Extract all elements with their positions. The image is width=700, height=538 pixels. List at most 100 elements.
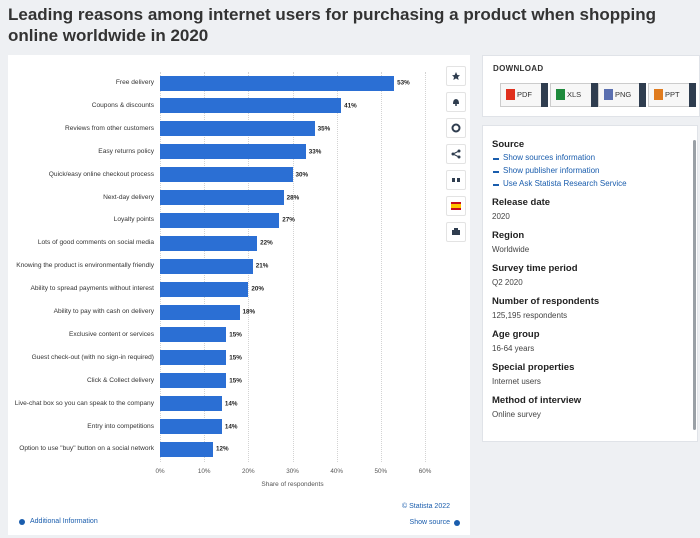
x-tick-label: 40% [330,468,343,475]
value-label: 15% [229,331,242,339]
source-title: Source [492,139,525,150]
download-title: DOWNLOAD [493,64,544,73]
value-label: 35% [317,125,331,133]
bar [160,258,253,274]
category-label: Loyalty points [113,216,154,224]
copyright: © Statista 2022 [402,503,450,510]
notification-button[interactable] [446,92,466,112]
field-label: Method of interview [492,395,582,406]
field-label: Region [492,230,525,241]
bar [160,419,222,434]
value-label: 41% [344,102,357,110]
x-tick-label: 10% [197,468,211,475]
file-icon [654,89,663,100]
more-tab[interactable] [689,83,696,107]
page-title: Leading reasons among internet users for… [8,5,656,45]
link-arrow [493,171,499,173]
category-label: Coupons & discounts [91,101,154,109]
source-link[interactable]: Show publisher information [503,166,600,175]
field-label: Number of respondents [492,296,600,307]
download-button[interactable]: XLS [550,83,598,107]
value-label: 30% [295,171,309,179]
show-source-link[interactable]: Show source [409,519,450,526]
field-value: Online survey [492,410,541,419]
value-label: 15% [229,377,242,385]
download-button[interactable]: PPT [648,83,696,107]
download-button[interactable]: PNG [598,83,646,107]
favorite-button[interactable] [446,66,466,86]
bar [160,167,293,183]
category-label: Next-day delivery [103,193,154,201]
bar [160,144,306,160]
field-label: Release date [492,197,551,208]
grid-line [292,72,294,462]
grid-line [336,72,338,462]
category-label: Entry into competitions [87,422,154,430]
value-label: 15% [229,354,242,362]
category-label: Ability to pay with cash on delivery [53,308,154,315]
bar [160,235,258,251]
field-value: Internet users [492,377,541,386]
format-label: PDF [517,90,532,99]
field-label: Survey time period [492,263,578,274]
source-link[interactable]: Show sources information [503,153,596,162]
x-tick-label: 60% [418,468,432,475]
field-value: 16-64 years [492,344,535,353]
category-label: Easy returns policy [98,147,154,155]
x-tick-label: 50% [374,468,388,475]
value-label: 28% [286,194,300,201]
value-label: 12% [216,445,229,453]
category-label: Ability to spread payments without inter… [30,285,154,293]
file-icon [506,89,515,100]
field-value: 125,195 respondents [492,311,568,320]
category-label: Click & Collect delivery [86,376,154,384]
field-value: 2020 [492,212,510,221]
field-label: Age group [492,329,540,340]
additional-info-link[interactable]: Additional Information [30,518,98,525]
source-link[interactable]: Use Ask Statista Research Service [503,179,627,188]
field-value: Worldwide [492,245,530,254]
value-label: 14% [224,423,238,430]
share-button[interactable] [446,144,466,164]
language-button[interactable] [446,196,466,216]
bar [160,304,240,320]
scrollbar [693,140,696,430]
info-icon [19,519,25,525]
category-label: Free delivery [115,79,154,86]
category-label: Reviews from other customers [64,124,154,132]
more-tab[interactable] [639,83,646,107]
field-label: Special properties [492,362,575,373]
format-label: XLS [567,90,582,99]
more-tab[interactable] [591,83,598,107]
info-icon [454,520,460,526]
category-label: Guest check-out (with no sign-in require… [31,353,154,361]
more-tab[interactable] [541,83,548,107]
category-label: Lots of good comments on social media [37,239,154,247]
bar [160,212,280,228]
bar [160,281,249,297]
x-tick-label: 30% [286,468,299,475]
bar [160,441,213,457]
print-button[interactable] [446,222,466,242]
x-axis-title: Share of respondents [261,481,324,488]
category-label: Quick/easy online checkout process [48,170,154,178]
bar [160,373,227,389]
settings-button[interactable] [446,118,466,138]
link-arrow [493,158,499,160]
value-label: 18% [242,308,256,316]
cite-button[interactable] [446,170,466,190]
value-label: 14% [224,400,238,408]
value-label: 21% [255,262,269,270]
value-label: 33% [308,148,322,156]
grid-line [380,72,382,462]
value-label: 20% [251,285,264,293]
category-label: Knowing the product is environmentally f… [16,262,154,270]
value-label: 22% [260,239,273,247]
bar [160,98,342,114]
download-button[interactable]: PDF [500,83,548,107]
x-tick-label: 0% [155,468,165,475]
category-label: Live-chat box so you can speak to the co… [14,399,154,407]
link-arrow [493,184,499,186]
bar [160,396,222,412]
file-icon [604,89,613,100]
